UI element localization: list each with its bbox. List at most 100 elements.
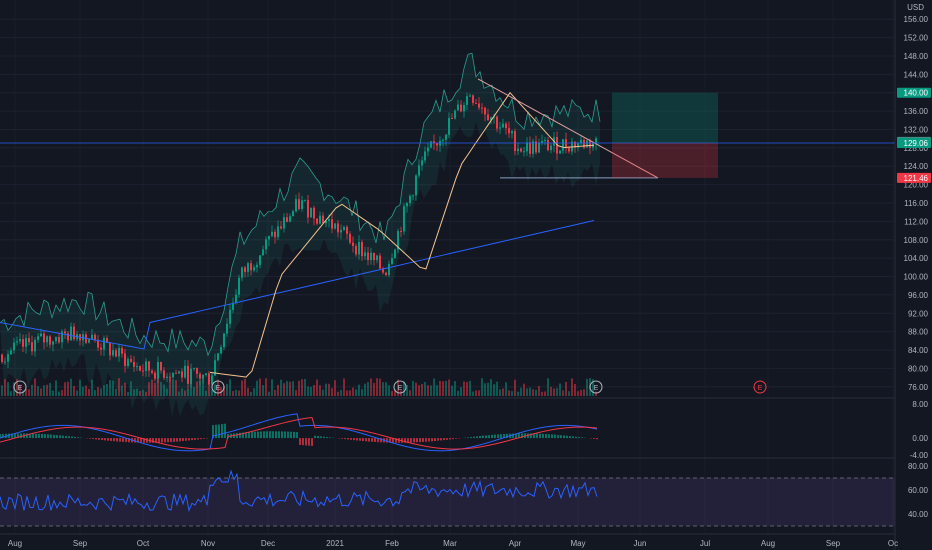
candle-body [364,252,366,257]
candle-body [271,231,273,237]
volume-bar [7,382,9,396]
candle-body [568,148,570,152]
volume-bar [310,386,312,396]
candle-body [208,373,210,385]
volume-bar [592,379,594,396]
macd-histogram-bar [596,438,598,440]
price-tick-label: 112.00 [904,217,928,226]
macd-histogram-bar [137,438,139,443]
earnings-marker-label: E [594,385,599,392]
volume-bar [100,388,102,396]
macd-histogram-bar [329,437,331,439]
macd-histogram-bar [176,438,178,442]
volume-bar [361,389,363,396]
candle-body [142,370,144,372]
candle-body [238,277,240,295]
candle-body [457,104,459,111]
volume-bar [571,378,573,396]
price-tick-label: 108.00 [904,236,929,245]
volume-bar [520,387,522,396]
candle-body [448,117,450,135]
macd-histogram-bar [245,432,247,439]
macd-histogram-bar [404,438,406,443]
candle-body [580,139,582,144]
candle-body [130,359,132,362]
currency-label: USD [907,3,924,12]
candle-body [499,127,501,129]
price-tick-label: 116.00 [904,199,928,208]
volume-bar [235,389,237,396]
candle-body [73,326,75,340]
volume-bar [25,388,27,396]
candle-body [490,117,492,121]
volume-bar [259,378,261,396]
volume-bar [376,378,378,396]
candle-body [124,353,126,367]
candle-body [121,347,123,354]
candle-body [22,339,24,347]
candle-body [223,333,225,348]
macd-histogram-bar [581,437,583,439]
macd-histogram-bar [440,438,442,441]
macd-histogram-bar [95,438,97,440]
candle-body [259,255,261,265]
time-tick-label: Dec [261,539,275,548]
candle-body [595,138,597,144]
volume-bar [307,386,309,396]
rsi-tick-label: 80.00 [908,462,929,471]
candle-body [433,141,435,144]
macd-histogram-bar [287,431,289,439]
volume-bar [466,381,468,396]
candle-body [55,336,57,342]
candle-body [379,255,381,269]
volume-bar [289,381,291,396]
volume-bar [94,390,96,396]
candle-body [556,137,558,154]
volume-bar [265,378,267,396]
volume-bar [433,378,435,396]
candle-body [337,223,339,233]
volume-bar [349,390,351,396]
volume-bar [331,388,333,396]
time-tick-label: Apr [509,539,522,548]
macd-histogram-bar [251,431,253,439]
price-flag-label: 121.46 [904,174,929,183]
candle-body [184,365,186,378]
macd-histogram-bar [116,438,118,442]
volume-bar [139,391,141,396]
candle-body [319,215,321,224]
volume-bar [148,382,150,396]
macd-histogram-bar [422,438,424,442]
volume-bar [211,389,213,396]
macd-histogram-bar [482,435,484,439]
candle-body [136,366,138,368]
volume-bar [133,389,135,396]
macd-histogram-bar [59,435,61,439]
macd-histogram-bar [122,438,124,442]
candle-body [292,211,294,217]
volume-bar [142,389,144,396]
price-tick-label: 104.00 [904,254,929,263]
volume-bar [175,380,177,396]
volume-bar [517,391,519,396]
macd-histogram-bar [479,435,481,439]
macd-histogram-bar [257,431,259,439]
volume-bar [217,379,219,396]
candle-body [460,104,462,112]
candle-body [61,331,63,343]
volume-bar [169,378,171,396]
macd-histogram-bar [2,433,4,439]
volume-bar [31,384,33,396]
time-tick-label: Feb [385,539,399,548]
earnings-marker [393,380,407,394]
candle-body [322,215,324,224]
candle-body [181,371,183,378]
candle-body [388,263,390,276]
macd-histogram-bar [284,431,286,439]
macd-histogram-bar [0,434,1,439]
candle-body [286,217,288,222]
macd-histogram-bar [35,433,37,439]
volume-bar [88,388,90,396]
macd-histogram-bar [323,436,325,439]
